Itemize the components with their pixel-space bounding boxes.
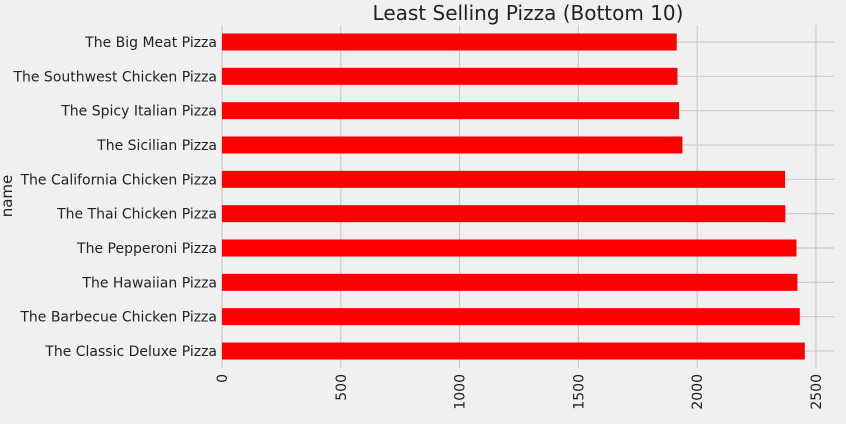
x-tick-label: 0 <box>215 374 231 383</box>
x-tick-label: 1000 <box>453 374 469 410</box>
bar <box>222 67 678 85</box>
x-tick-labels: 0 500 1000 1500 2000 2500 <box>215 374 825 410</box>
category-labels: The Big Meat Pizza The Southwest Chicken … <box>12 35 217 360</box>
bar <box>222 102 680 120</box>
category-label: The Barbecue Chicken Pizza <box>19 310 217 326</box>
bar <box>222 205 786 223</box>
category-label: The Pepperoni Pizza <box>76 241 217 257</box>
bar <box>222 273 798 291</box>
chart-title: Least Selling Pizza (Bottom 10) <box>373 1 684 25</box>
y-axis-label: name <box>0 175 16 218</box>
category-label: The Classic Deluxe Pizza <box>44 344 217 360</box>
category-label: The Sicilian Pizza <box>96 138 217 154</box>
bar <box>222 342 805 360</box>
x-tick-label: 1500 <box>571 374 587 410</box>
bar <box>222 170 786 188</box>
bar <box>222 308 800 326</box>
category-label: The Southwest Chicken Pizza <box>12 69 217 85</box>
bar <box>222 136 683 154</box>
category-label: The Hawaiian Pizza <box>81 275 217 291</box>
category-label: The Big Meat Pizza <box>84 35 217 51</box>
x-tick-label: 2500 <box>809 374 825 410</box>
category-label: The Thai Chicken Pizza <box>56 207 217 223</box>
bar <box>222 33 677 51</box>
bar <box>222 239 797 257</box>
bars <box>222 33 805 360</box>
x-tick-label: 2000 <box>690 374 706 410</box>
category-label: The California Chicken Pizza <box>20 172 218 188</box>
x-tick-label: 500 <box>334 374 350 401</box>
category-label: The Spicy Italian Pizza <box>60 104 217 120</box>
